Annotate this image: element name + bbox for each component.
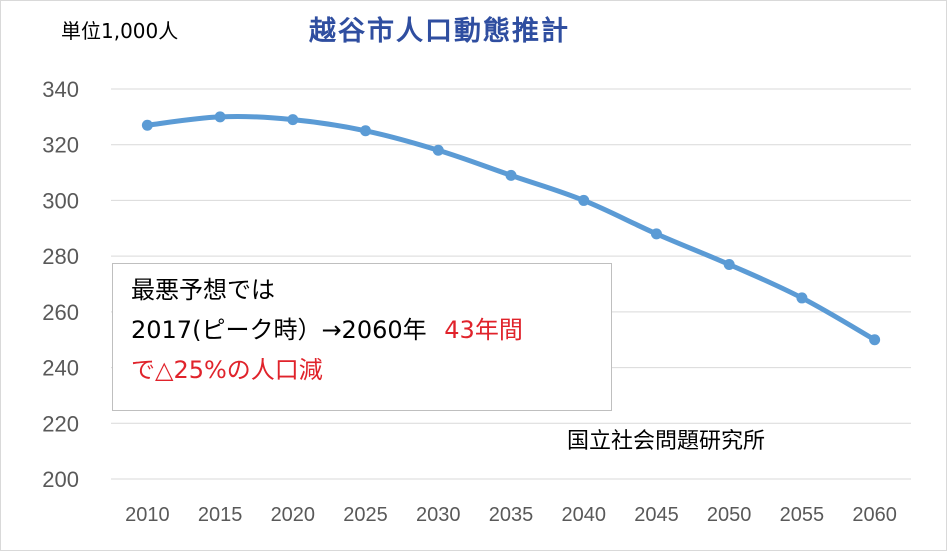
unit-label: 単位1,000人 [61,19,179,43]
x-tick-label: 2020 [271,504,316,526]
data-point [723,259,735,270]
data-point [287,114,299,126]
y-tick-label: 200 [42,467,79,492]
data-point [869,334,881,346]
annotation-line-3: で△25%の人口減 [131,356,323,384]
data-point [650,228,662,240]
chart-title: 越谷市人口動態推計 [309,16,570,47]
data-point [796,292,808,304]
data-point [578,194,590,206]
y-tick-label: 300 [42,188,79,213]
x-tick-label: 2030 [416,504,461,526]
annotation-line-1: 最悪予想では [131,276,275,304]
y-tick-label: 260 [42,300,79,325]
x-tick-label: 2045 [634,504,679,526]
annotation-period: 2017(ピーク時）→2060年 [131,316,427,344]
y-tick-label: 220 [42,411,79,436]
x-tick-label: 2035 [489,504,534,526]
x-tick-label: 2060 [852,504,897,526]
x-tick-label: 2010 [125,504,170,526]
data-point [141,119,153,131]
y-tick-label: 320 [42,133,79,158]
y-tick-label: 280 [42,244,79,269]
x-tick-label: 2015 [198,504,243,526]
annotation-years: 43年間 [444,316,523,344]
y-axis-tick-labels: 200 220 240 260 280 300 320 340 [42,77,79,492]
x-tick-label: 2050 [707,504,752,526]
data-point [432,144,444,156]
y-tick-label: 240 [42,356,79,381]
annotation-line-2: 2017(ピーク時）→2060年 43年間 [131,310,611,350]
annotation-box: 最悪予想では 2017(ピーク時）→2060年 43年間 で△25%の人口減 [112,263,612,411]
series-points [141,111,881,346]
source-label: 国立社会問題研究所 [567,429,766,454]
y-tick-label: 340 [42,77,79,102]
data-point [505,169,517,181]
x-tick-label: 2040 [561,504,606,526]
x-tick-label: 2025 [343,504,388,526]
data-point [214,111,226,123]
x-tick-label: 2055 [780,504,825,526]
x-axis-tick-labels: 2010 2015 2020 2025 2030 2035 2040 2045 2050 2055… [125,504,897,526]
data-point [360,125,372,137]
